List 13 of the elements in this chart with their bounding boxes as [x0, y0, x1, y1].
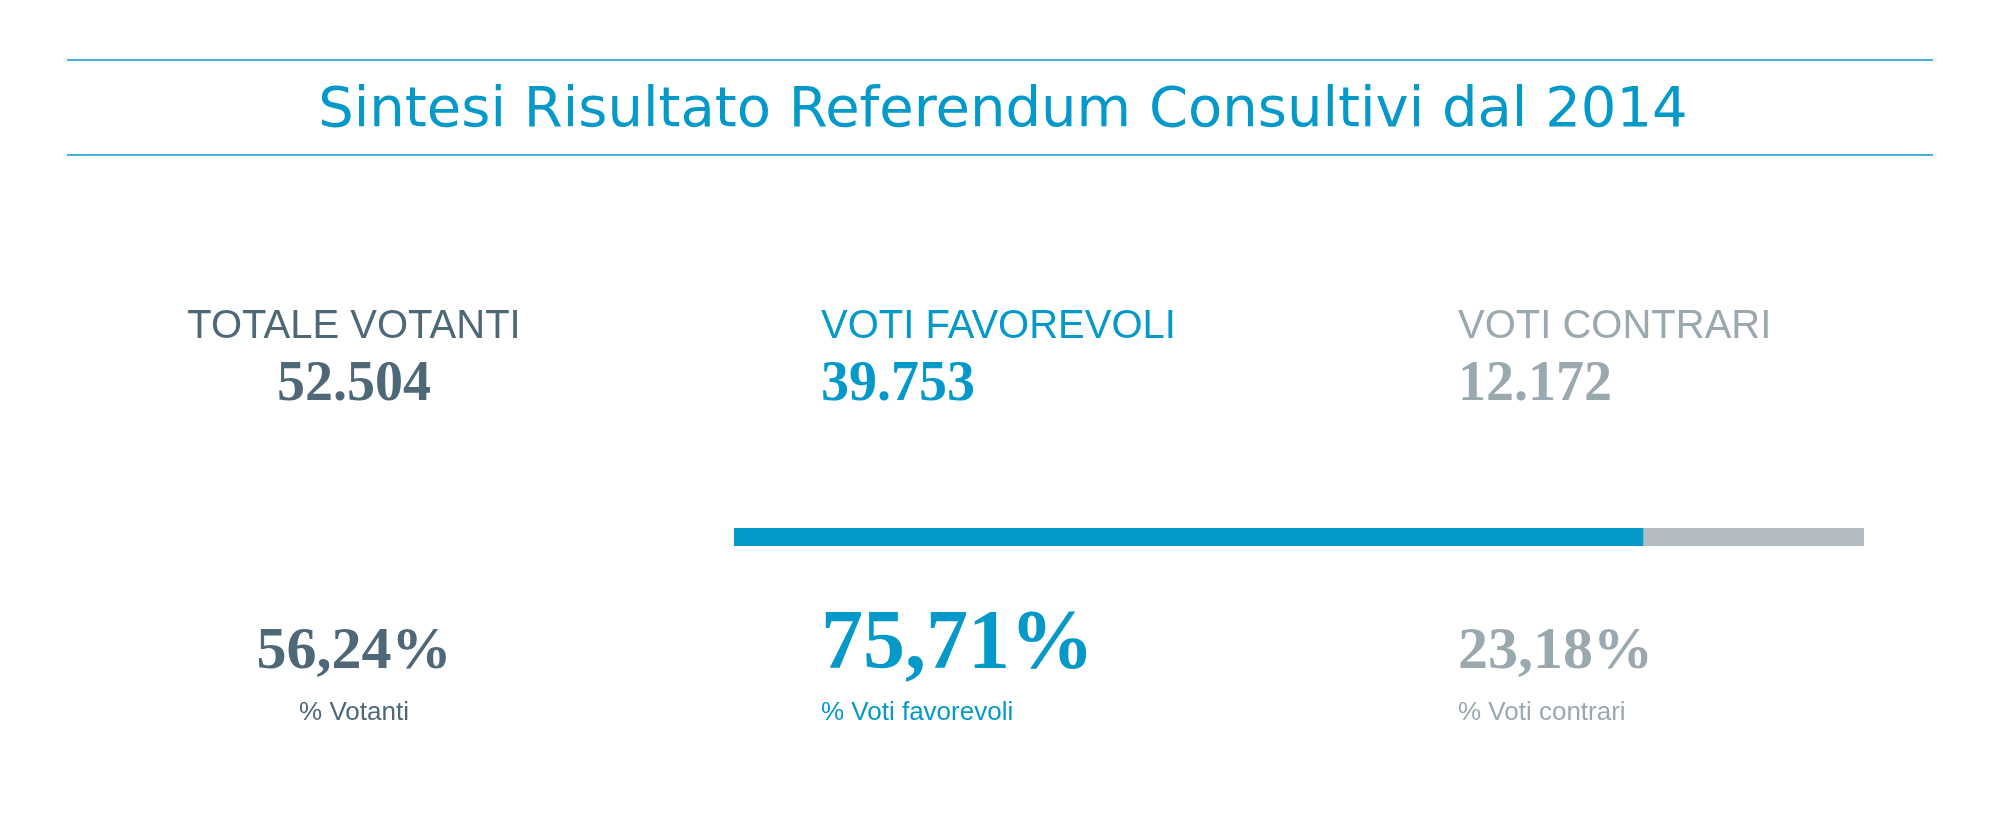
text: 12.172 — [1458, 350, 1612, 412]
text: 52.504 — [277, 350, 431, 412]
text: 39.753 — [821, 350, 975, 412]
text: VOTI FAVOREVOLI — [821, 302, 1176, 346]
chart-title: Sintesi Risultato Referendum Consultivi dal 2014 — [318, 74, 1688, 139]
text: TOTALE VOTANTI — [187, 302, 521, 346]
text: % Votanti — [299, 696, 409, 726]
text: VOTI CONTRARI — [1458, 302, 1772, 346]
text: % Voti favorevoli — [821, 696, 1014, 726]
text: 23,18% — [1458, 615, 1653, 681]
text: % Voti contrari — [1458, 696, 1626, 726]
text: 75,71% — [821, 593, 1094, 686]
text: 56,24% — [256, 615, 452, 681]
